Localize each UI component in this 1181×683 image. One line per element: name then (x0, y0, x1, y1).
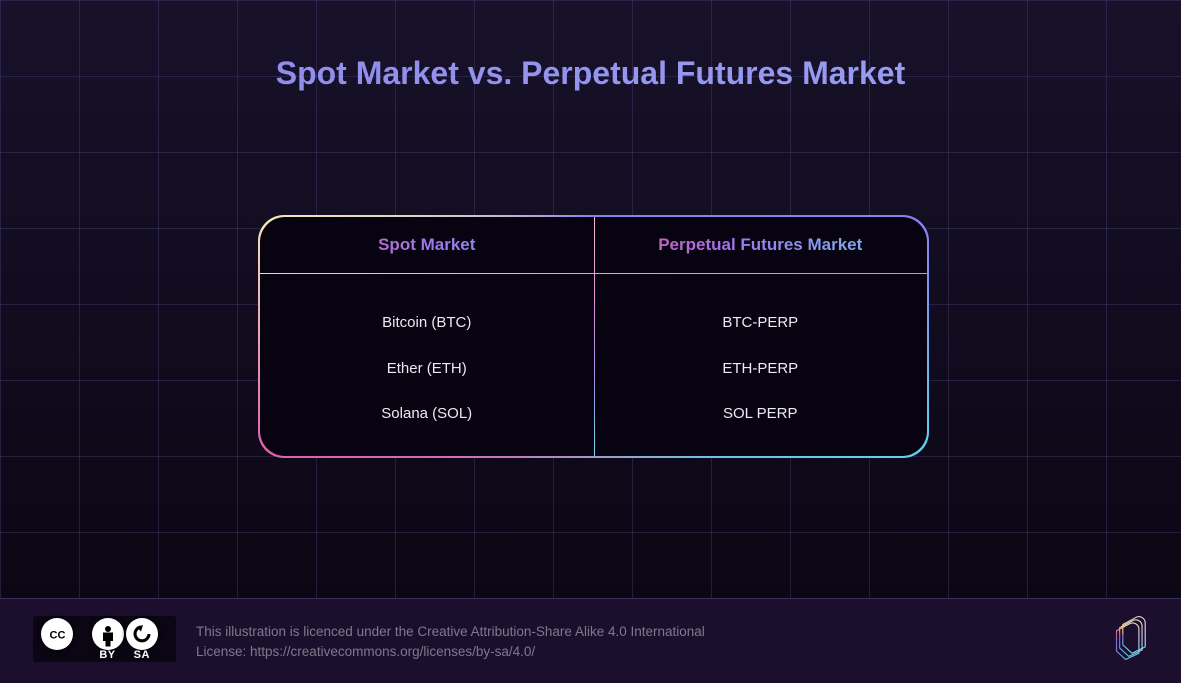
svg-text:CC: CC (49, 630, 65, 642)
